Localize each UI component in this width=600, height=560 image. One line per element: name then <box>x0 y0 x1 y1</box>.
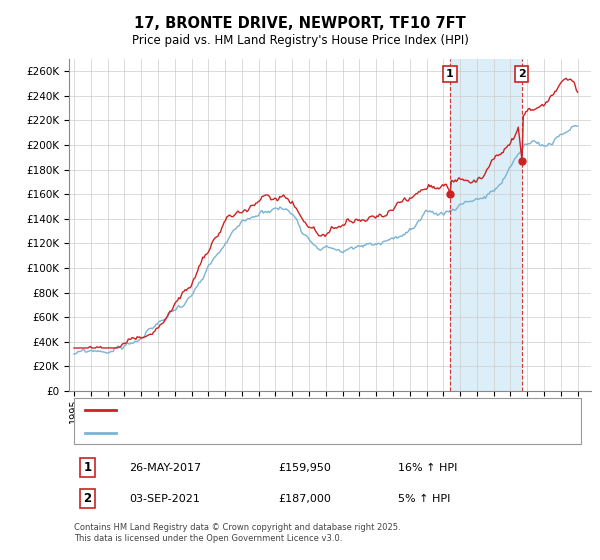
Text: Contains HM Land Registry data © Crown copyright and database right 2025.
This d: Contains HM Land Registry data © Crown c… <box>74 524 401 543</box>
Text: 03-SEP-2021: 03-SEP-2021 <box>129 494 200 503</box>
Text: 5% ↑ HPI: 5% ↑ HPI <box>398 494 450 503</box>
Text: 1: 1 <box>446 69 454 79</box>
Text: 2: 2 <box>518 69 526 79</box>
Text: 16% ↑ HPI: 16% ↑ HPI <box>398 463 457 473</box>
Text: 26-MAY-2017: 26-MAY-2017 <box>129 463 201 473</box>
Text: 17, BRONTE DRIVE, NEWPORT, TF10 7FT (semi-detached house): 17, BRONTE DRIVE, NEWPORT, TF10 7FT (sem… <box>127 405 451 415</box>
Text: 2: 2 <box>83 492 91 505</box>
Text: HPI: Average price, semi-detached house, Telford and Wrekin: HPI: Average price, semi-detached house,… <box>127 427 434 437</box>
Text: 17, BRONTE DRIVE, NEWPORT, TF10 7FT: 17, BRONTE DRIVE, NEWPORT, TF10 7FT <box>134 16 466 31</box>
Text: Price paid vs. HM Land Registry's House Price Index (HPI): Price paid vs. HM Land Registry's House … <box>131 34 469 47</box>
Bar <box>450 59 521 391</box>
FancyBboxPatch shape <box>74 398 581 444</box>
Text: 1: 1 <box>83 461 91 474</box>
Text: £187,000: £187,000 <box>278 494 331 503</box>
Text: £159,950: £159,950 <box>278 463 331 473</box>
